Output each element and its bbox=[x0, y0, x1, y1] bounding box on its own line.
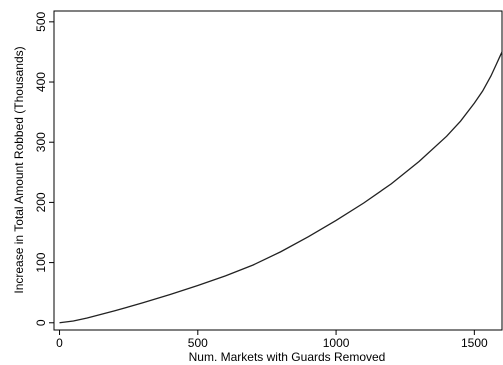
x-axis: 0 500 1000 1500 bbox=[56, 330, 488, 350]
y-tick-label-400: 400 bbox=[34, 72, 48, 92]
y-tick-label-200: 200 bbox=[34, 192, 48, 212]
plot-area bbox=[53, 10, 503, 331]
x-tick-label-1000: 1000 bbox=[323, 336, 350, 350]
series-line-0 bbox=[59, 51, 503, 324]
y-axis: 0 100 200 300 400 500 bbox=[34, 12, 54, 326]
y-tick-label-0: 0 bbox=[34, 319, 48, 326]
x-tick-label-1500: 1500 bbox=[461, 336, 488, 350]
y-axis-label: Increase in Total Amount Robbed (Thousan… bbox=[12, 46, 26, 293]
plot-frame bbox=[53, 10, 503, 331]
y-tick-label-300: 300 bbox=[34, 132, 48, 152]
y-tick-label-500: 500 bbox=[34, 12, 48, 32]
x-axis-label: Num. Markets with Guards Removed bbox=[189, 350, 386, 364]
x-tick-label-0: 0 bbox=[56, 336, 63, 350]
y-tick-label-100: 100 bbox=[34, 252, 48, 272]
x-tick-label-500: 500 bbox=[188, 336, 208, 350]
